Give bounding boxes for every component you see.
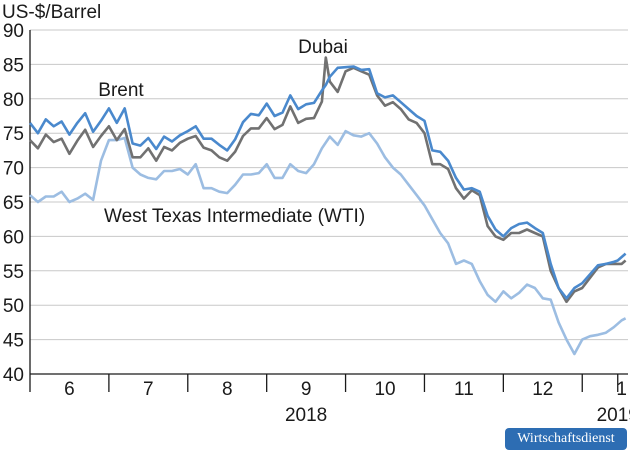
x-tick-label-10: 10 — [374, 379, 395, 400]
y-tick-label-80: 80 — [3, 90, 24, 111]
x-tick-label-1: 1 — [616, 379, 627, 400]
year-label-2018: 2018 — [285, 405, 327, 426]
y-tick-label-55: 55 — [3, 262, 24, 283]
x-tick-label-9: 9 — [301, 379, 312, 400]
series-annotation-dubai: Dubai — [298, 37, 348, 58]
y-tick-label-40: 40 — [3, 365, 24, 386]
series-annotation-brent: Brent — [98, 80, 144, 101]
series-line-dubai — [29, 56, 627, 304]
y-tick-label-70: 70 — [3, 159, 24, 180]
source-badge: Wirtschaftsdienst — [505, 428, 627, 450]
x-tick-label-8: 8 — [222, 379, 233, 400]
y-tick-label-45: 45 — [3, 331, 24, 352]
y-tick-label-85: 85 — [3, 55, 24, 76]
x-tick-label-11: 11 — [454, 379, 474, 400]
y-tick-label-65: 65 — [3, 193, 24, 214]
series-line-brent — [28, 65, 627, 300]
series-annotation-west-texas-intermediate-wti: West Texas Intermediate (WTI) — [104, 206, 365, 227]
y-tick-label-90: 90 — [3, 21, 24, 42]
y-tick-label-60: 60 — [3, 227, 24, 248]
y-tick-label-75: 75 — [3, 124, 24, 145]
x-tick-label-7: 7 — [143, 379, 154, 400]
year-label-2019: 2019 — [597, 405, 630, 426]
y-tick-label-50: 50 — [3, 296, 24, 317]
x-tick-label-12: 12 — [532, 379, 553, 400]
y-axis-unit-label: US-$/Barrel — [2, 2, 102, 23]
x-tick-label-6: 6 — [64, 379, 75, 400]
series-line-west-texas-intermediate-wti — [29, 129, 627, 356]
